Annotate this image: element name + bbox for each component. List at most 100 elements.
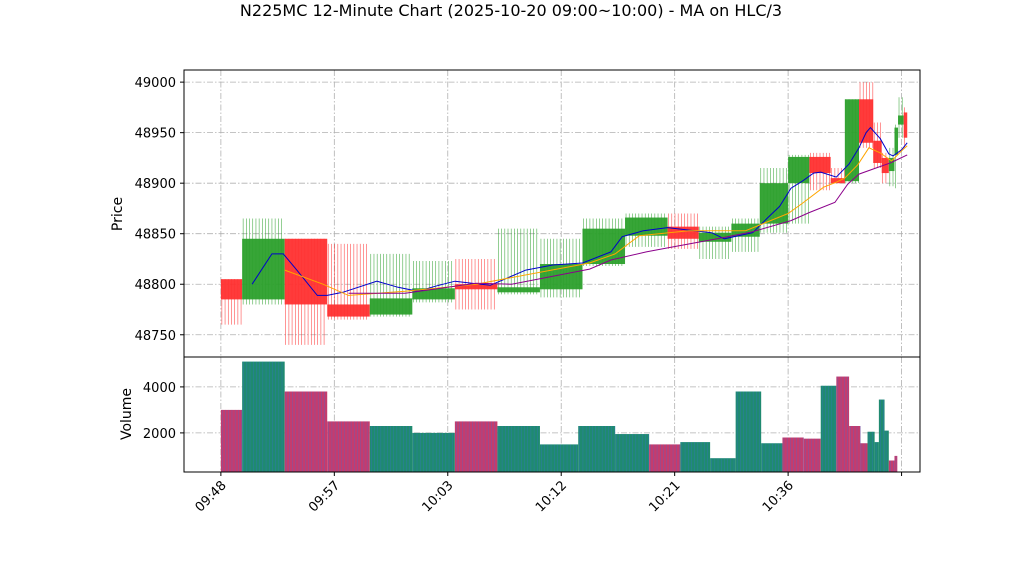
candle [844,99,860,184]
x-axis: 09:48 09:57 10:03 10:12 10:21 10:36 [193,472,903,515]
volume-bar [888,460,895,472]
candle-body [859,99,874,143]
candle-body [844,99,860,182]
candle [788,154,810,224]
x-tick-label: 10:12 [533,478,570,515]
volume-bar [894,455,898,472]
volume-bar-fill [884,430,889,472]
volume-bar [710,458,736,472]
volume-bar [649,444,681,472]
candle [284,238,328,345]
volume-bar-fill [649,444,681,472]
volume-bar [782,437,804,472]
price-panel: 48750 48800 48850 48900 48950 49000 [135,69,921,358]
volume-bar-fill [497,426,540,472]
volume-bar-fill [888,460,895,472]
candle-body [698,232,732,242]
volume-bar-fill [615,434,650,472]
volume-bar-fill [454,421,498,472]
volume-bar [836,376,850,472]
volume-bar-fill [849,426,861,472]
volume-bar-fill [680,442,711,472]
ma-line [284,145,908,296]
volume-tick-label: 4000 [143,381,176,396]
volume-bar [412,432,455,472]
candle [759,168,789,233]
x-tick-label: 10:21 [646,478,683,515]
candle-body [497,287,540,293]
volume-bar-fill [761,443,783,472]
volume-frame [183,356,921,473]
candle-body [625,217,668,236]
volume-bar [884,430,889,472]
volume-bar-fill [284,391,328,472]
candle-body [830,178,845,184]
volume-panel: 2000 4000 [143,356,921,473]
volume-bar [284,391,328,472]
candle [859,82,874,148]
volume-bar [497,426,540,472]
volume-bar [242,361,285,472]
volume-bar-fill [220,409,243,472]
volume-bar-fill [242,361,285,472]
volume-bar-fill [710,458,736,472]
candle-body [369,298,413,315]
candle-body [903,112,908,138]
candle-body [894,127,899,155]
candle-body [242,238,285,300]
candle-body [809,156,831,174]
x-tick-label: 10:36 [760,478,797,515]
volume-bar [820,385,837,472]
volume-bar-fill [836,376,850,472]
volume-bar [539,444,579,472]
candle [809,152,831,191]
chart-title: N225MC 12-Minute Chart (2025-10-20 09:00… [240,1,782,20]
volume-bar-fill [412,432,455,472]
volume-bar [578,426,616,472]
volume-bar [680,442,711,472]
candle [881,152,889,184]
volume-bar-fill [539,444,579,472]
candle-body [284,238,328,305]
candle-body [220,279,243,300]
price-axis-label: Price [110,197,126,231]
volume-bar [874,442,879,472]
volume-bar-fill [782,437,804,472]
price-tick-label: 48750 [135,329,176,344]
volume-bar-fill [874,442,879,472]
volume-bar-fill [327,421,370,472]
volume-bar [327,421,370,472]
volume-bar [220,409,243,472]
volume-bar [735,391,762,472]
volume-bar [803,438,821,472]
candle-body [898,115,904,125]
volume-axis-label: Volume [119,388,135,440]
candle-body [788,156,810,184]
volume-bar-fill [867,431,875,472]
candle [220,279,243,325]
volume-bar-fill [369,426,413,472]
volume-bar [867,431,875,472]
candle [412,260,455,303]
volume-bar-fill [860,443,868,472]
x-tick-label: 10:03 [419,478,456,515]
volume-bar-fill [578,426,616,472]
x-tick-label: 09:57 [306,478,343,515]
candle [903,107,908,148]
candle [242,218,285,305]
candle-body [667,226,699,239]
volume-bar [878,399,885,472]
ma-line [348,154,908,294]
volume-bar-fill [803,438,821,472]
volume-bar [761,443,783,472]
candle-body [881,157,889,174]
candle [369,253,413,317]
candle-body [759,183,789,224]
candle [898,97,904,138]
price-frame [183,69,921,358]
candle-body [327,304,370,317]
price-tick-label: 48800 [135,278,176,293]
volume-bar-fill [735,391,762,472]
price-tick-label: 48850 [135,228,176,243]
candle [888,147,895,187]
